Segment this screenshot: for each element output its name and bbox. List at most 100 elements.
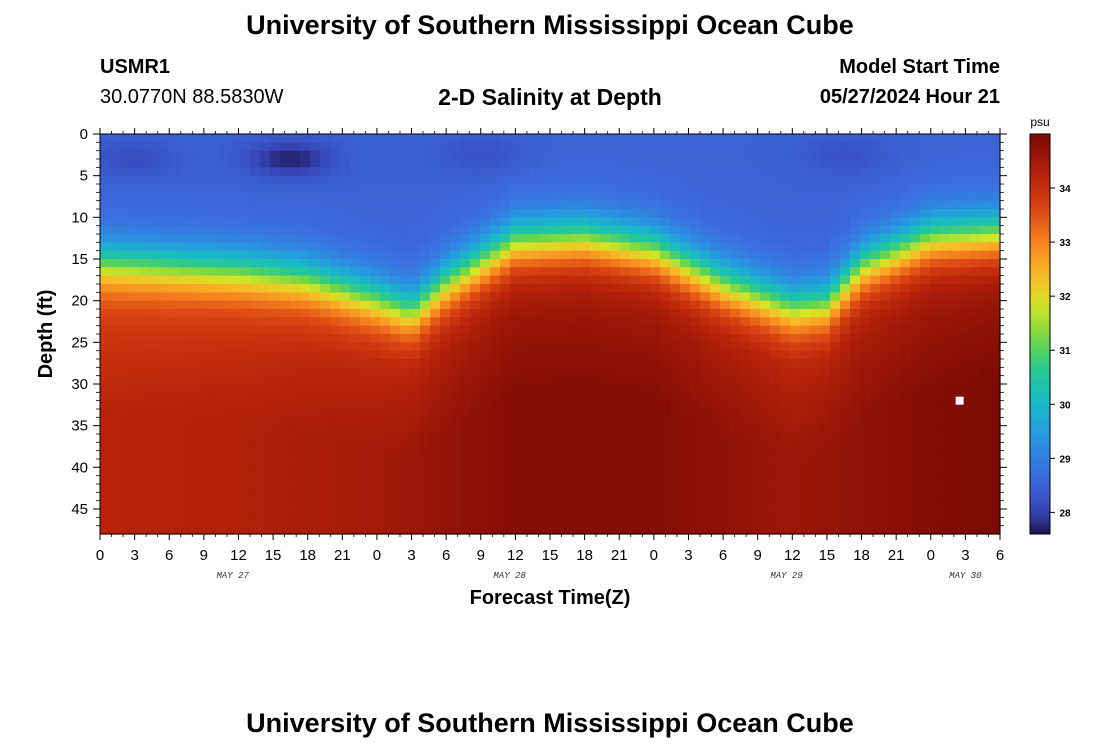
heatmap-cell xyxy=(650,384,661,393)
heatmap-cell xyxy=(470,492,481,502)
heatmap-cell xyxy=(320,259,331,268)
heatmap-cell xyxy=(340,134,351,143)
heatmap-cell xyxy=(100,384,111,393)
heatmap-cell xyxy=(980,384,991,393)
heatmap-cell xyxy=(200,150,211,160)
heatmap-cell xyxy=(830,392,841,402)
heatmap-cell xyxy=(460,517,471,527)
heatmap-cell xyxy=(660,367,671,377)
heatmap-cell xyxy=(240,217,251,227)
heatmap-cell xyxy=(330,225,341,235)
heatmap-cell xyxy=(250,175,261,185)
heatmap-cell xyxy=(190,509,201,518)
heatmap-cell xyxy=(390,509,401,518)
heatmap-cell xyxy=(470,475,481,485)
heatmap-cell xyxy=(690,359,701,368)
heatmap-cell xyxy=(110,250,121,260)
heatmap-cell xyxy=(340,225,351,235)
heatmap-cell xyxy=(650,317,661,327)
heatmap-cell xyxy=(190,134,201,143)
heatmap-cell xyxy=(170,359,181,368)
heatmap-cell xyxy=(830,134,841,143)
heatmap-cell xyxy=(400,325,411,335)
heatmap-cell xyxy=(250,250,261,260)
heatmap-cell xyxy=(140,484,151,493)
heatmap-cell xyxy=(320,300,331,310)
heatmap-cell xyxy=(570,325,581,335)
heatmap-cell xyxy=(180,467,191,477)
heatmap-cell xyxy=(510,525,521,535)
heatmap-cell xyxy=(370,209,381,218)
heatmap-cell xyxy=(320,267,331,277)
heatmap-cell xyxy=(260,484,271,493)
heatmap-cell xyxy=(320,284,331,293)
heatmap-cell xyxy=(190,275,201,285)
heatmap-cell xyxy=(430,250,441,260)
heatmap-cell xyxy=(670,134,681,143)
heatmap-cell xyxy=(310,309,321,318)
heatmap-cell xyxy=(730,317,741,327)
heatmap-cell xyxy=(530,325,541,335)
heatmap-cell xyxy=(240,467,251,477)
heatmap-cell xyxy=(820,425,831,435)
heatmap-cell xyxy=(470,517,481,527)
heatmap-cell xyxy=(940,217,951,227)
heatmap-cell xyxy=(660,359,671,368)
heatmap-cell xyxy=(590,192,601,202)
heatmap-cell xyxy=(730,200,741,210)
heatmap-cell xyxy=(800,142,811,152)
heatmap-cell xyxy=(670,217,681,227)
heatmap-cell xyxy=(850,409,861,418)
heatmap-cell xyxy=(730,159,741,168)
heatmap-cell xyxy=(310,292,321,302)
heatmap-cell xyxy=(730,417,741,427)
heatmap-cell xyxy=(150,334,161,343)
heatmap-cell xyxy=(820,234,831,243)
heatmap-cell xyxy=(920,150,931,160)
heatmap-cell xyxy=(880,259,891,268)
heatmap-cell xyxy=(600,517,611,527)
heatmap-cell xyxy=(410,425,421,435)
heatmap-cell xyxy=(440,342,451,352)
heatmap-cell xyxy=(410,259,421,268)
heatmap-cell xyxy=(150,275,161,285)
heatmap-cell xyxy=(250,300,261,310)
heatmap-cell xyxy=(810,259,821,268)
heatmap-cell xyxy=(760,467,771,477)
heatmap-cell xyxy=(880,375,891,385)
heatmap-cell xyxy=(990,359,1001,368)
heatmap-cell xyxy=(120,234,131,243)
heatmap-cell xyxy=(100,242,111,252)
heatmap-cell xyxy=(150,142,161,152)
heatmap-cell xyxy=(870,284,881,293)
heatmap-cell xyxy=(890,484,901,493)
heatmap-cell xyxy=(120,517,131,527)
heatmap-cell xyxy=(430,325,441,335)
heatmap-cell xyxy=(490,334,501,343)
heatmap-cell xyxy=(770,384,781,393)
heatmap-cell xyxy=(130,284,141,293)
heatmap-cell xyxy=(750,392,761,402)
heatmap-cell xyxy=(800,350,811,360)
heatmap-cell xyxy=(490,325,501,335)
heatmap-cell xyxy=(920,200,931,210)
heatmap-cell xyxy=(310,450,321,460)
heatmap-cell xyxy=(830,325,841,335)
heatmap-cell xyxy=(190,392,201,402)
heatmap-cell xyxy=(140,525,151,535)
heatmap-cell xyxy=(410,492,421,502)
heatmap-cell xyxy=(700,275,711,285)
heatmap-cell xyxy=(490,342,501,352)
heatmap-cell xyxy=(360,250,371,260)
heatmap-cell xyxy=(280,375,291,385)
heatmap-cell xyxy=(660,409,671,418)
heatmap-cell xyxy=(210,500,221,510)
heatmap-cell xyxy=(900,267,911,277)
heatmap-cell xyxy=(460,242,471,252)
heatmap-cell xyxy=(400,200,411,210)
heatmap-cell xyxy=(960,142,971,152)
heatmap-cell xyxy=(800,359,811,368)
heatmap-cell xyxy=(440,217,451,227)
heatmap-cell xyxy=(210,434,221,443)
heatmap-cell xyxy=(230,150,241,160)
